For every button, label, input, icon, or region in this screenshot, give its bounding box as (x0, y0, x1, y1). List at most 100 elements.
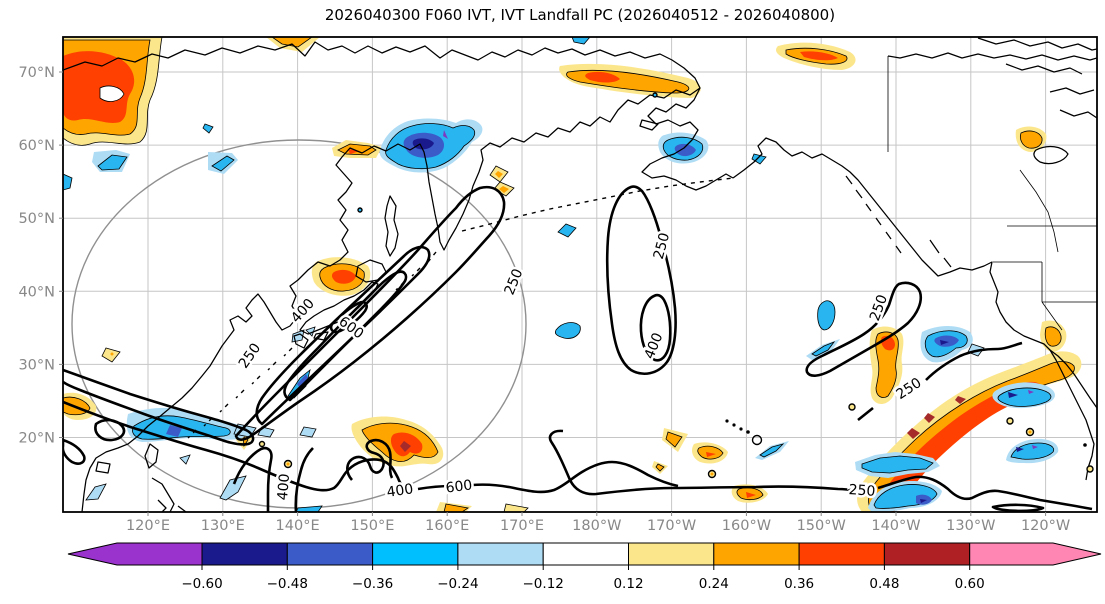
anomaly-patch (1032, 445, 1038, 449)
anomaly-patch (219, 475, 247, 501)
colorbar-segment (201, 542, 288, 566)
anomaly-patch (655, 463, 665, 472)
coastline-path (1049, 87, 1097, 119)
y-tick-label: 70°N (18, 65, 55, 81)
ivt-contour (605, 185, 677, 376)
ivt-contour (991, 503, 1045, 512)
island-chain-dashed (461, 177, 734, 232)
anomaly-patch (907, 428, 920, 439)
map-dot (848, 403, 856, 411)
anomaly-patch (499, 186, 509, 193)
coastline-path (384, 195, 399, 257)
coastline-path (293, 333, 309, 349)
political-border (993, 261, 1097, 331)
anomaly-patch (934, 335, 959, 347)
anomaly-patch (955, 396, 966, 404)
map-dot (739, 427, 743, 431)
anomaly-patch (697, 445, 724, 460)
coastline-path (845, 175, 952, 268)
anomaly-patch (940, 340, 949, 345)
anomaly-patch (800, 51, 838, 61)
anomaly-patch (571, 37, 591, 45)
ivt-contour (283, 270, 408, 402)
anomaly-patch (85, 483, 107, 501)
anomaly-patch (665, 431, 683, 448)
anomaly-patch (337, 143, 377, 156)
contour-label: 400 (288, 296, 318, 327)
anomaly-patch (63, 173, 73, 191)
contour-label: 600 (445, 477, 473, 496)
coastline-path (977, 37, 1097, 51)
colorbar-segment (798, 542, 885, 566)
colorbar-tick-label: −0.24 (437, 576, 478, 592)
anomaly-patch (746, 492, 756, 498)
coastline-path (641, 87, 734, 191)
contour-label: 250 (236, 340, 264, 371)
anomaly-patch (99, 85, 125, 102)
colorbar-tick-label: 0.48 (869, 576, 899, 592)
anomaly-patch (412, 138, 434, 150)
anomaly-patch (1008, 392, 1018, 398)
x-tick-label: 160°W (722, 518, 771, 534)
anomaly-patch (759, 443, 785, 458)
coastline-path (1049, 349, 1097, 409)
x-tick-label: 130°W (946, 518, 995, 534)
anomaly-patch (97, 154, 128, 171)
anomaly-patch (555, 322, 581, 339)
anomaly-patch (997, 387, 1052, 407)
anomaly-patch (1016, 447, 1024, 452)
ivt-contour (294, 447, 314, 512)
anomaly-patch (348, 149, 360, 154)
ivt-contour (346, 438, 394, 481)
coastline-path (144, 443, 159, 469)
x-tick-label: 170°E (500, 518, 544, 534)
ivt-contour (94, 418, 126, 442)
colorbar-segment (542, 542, 630, 566)
coastline-path (1033, 145, 1069, 165)
anomaly-patch (179, 454, 191, 465)
y-tick-label: 50°N (18, 211, 55, 227)
map-dot (1086, 465, 1094, 473)
colorbar-segment (628, 542, 715, 566)
anomaly-patch (495, 171, 503, 178)
coastline-path (151, 477, 187, 512)
anomaly-patch (751, 153, 767, 165)
map-dot (110, 352, 114, 356)
coastline-path (887, 52, 1097, 61)
anomaly-patch (924, 413, 935, 423)
anomaly-patch (299, 426, 317, 438)
contour-label: 400 (275, 473, 293, 501)
x-tick-label: 160°E (425, 518, 469, 534)
ivt-contour (232, 446, 273, 512)
anomaly-patch (503, 503, 529, 512)
anomaly-patch (1010, 442, 1055, 460)
anomaly-patch (271, 37, 313, 48)
ivt-contour (329, 300, 368, 334)
anomaly-patch (1028, 390, 1034, 394)
y-tick-label: 20°N (18, 431, 55, 447)
coastline-path (95, 461, 111, 474)
map-dot (746, 430, 750, 434)
anomaly-patch (202, 123, 214, 134)
map-dot (710, 472, 714, 476)
anomaly-patch (861, 455, 934, 474)
colorbar-tick-label: −0.12 (523, 576, 564, 592)
colorbar-segment (457, 542, 544, 566)
ivt-contour (234, 185, 506, 441)
x-tick-label: 140°W (871, 518, 920, 534)
map-dot (258, 440, 266, 448)
colorbar-tick-label: −0.48 (267, 576, 308, 592)
map-dot (357, 207, 363, 213)
map-dot (1028, 430, 1032, 434)
map-dot (732, 423, 736, 427)
ivt-contour (805, 281, 923, 377)
anomaly-patch (400, 441, 411, 452)
colorbar-segment (372, 542, 459, 566)
map-dot (1006, 417, 1014, 425)
ivt-contour (857, 341, 1023, 422)
anomaly-patch (1020, 130, 1043, 149)
colorbar-tick-label: 0.60 (955, 576, 985, 592)
coastline-path (1005, 63, 1083, 75)
y-tick-label: 30°N (18, 357, 55, 373)
